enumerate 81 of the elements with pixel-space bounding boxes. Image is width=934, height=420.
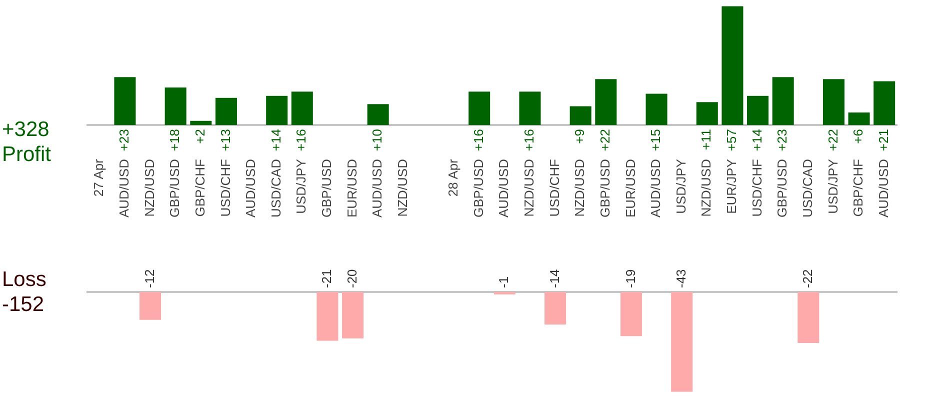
data-label: -43 bbox=[673, 269, 688, 288]
x-tick-label: GBP/USD bbox=[470, 159, 486, 218]
bar bbox=[266, 96, 288, 125]
data-label: +21 bbox=[876, 129, 891, 152]
data-label: -19 bbox=[622, 269, 638, 288]
x-tick-label: GBP/USD bbox=[597, 159, 612, 218]
bar bbox=[772, 77, 794, 125]
x-tick-label: NZD/USD bbox=[142, 159, 157, 217]
x-tick-label: USD/CAD bbox=[268, 159, 284, 218]
x-tick-label: AUD/USD bbox=[243, 159, 258, 218]
data-label: -1 bbox=[496, 276, 512, 288]
x-tick-label: USD/CHF bbox=[749, 158, 764, 217]
data-label: -21 bbox=[319, 269, 334, 288]
x-tick-label: USD/CAD bbox=[800, 159, 815, 218]
data-label: +13 bbox=[218, 129, 233, 152]
bar bbox=[190, 120, 212, 125]
data-label: -22 bbox=[800, 269, 815, 288]
x-tick-label: AUD/USD bbox=[116, 159, 132, 218]
x-tick-label: AUD/USD bbox=[496, 159, 512, 218]
text: Loss bbox=[2, 268, 46, 292]
x-tick-label: AUD/USD bbox=[370, 159, 385, 218]
data-label: +14 bbox=[749, 129, 764, 152]
text: +328 bbox=[2, 118, 50, 142]
text: -152 bbox=[2, 293, 44, 317]
data-label: -14 bbox=[546, 269, 562, 288]
data-label: +9 bbox=[572, 129, 588, 144]
x-tick-label: USD/CHF bbox=[218, 158, 233, 217]
data-label: +23 bbox=[116, 129, 132, 152]
x-tick-label: GBP/USD bbox=[774, 159, 790, 218]
bar bbox=[747, 96, 769, 125]
bar bbox=[519, 92, 541, 125]
x-tick-label: USD/JPY bbox=[673, 158, 688, 214]
data-label: +10 bbox=[370, 129, 385, 152]
x-tick-label: 28 Apr bbox=[446, 158, 461, 197]
x-tick-label: NZD/USD bbox=[394, 159, 410, 217]
bar bbox=[874, 81, 896, 125]
data-label: +6 bbox=[850, 129, 866, 144]
bar bbox=[848, 112, 870, 125]
data-label: +14 bbox=[268, 129, 284, 152]
x-tick-label: GBP/CHF bbox=[850, 158, 866, 217]
bar bbox=[722, 6, 744, 125]
x-tick-label: EUR/JPY bbox=[724, 158, 740, 214]
text: Profit bbox=[2, 143, 52, 167]
data-label: +16 bbox=[294, 129, 309, 152]
bar bbox=[570, 106, 592, 125]
x-tick-label: GBP/USD bbox=[167, 159, 182, 218]
x-tick-label: EUR/USD bbox=[344, 159, 360, 218]
bar bbox=[215, 98, 237, 125]
bar bbox=[164, 88, 186, 125]
data-label: -20 bbox=[344, 269, 360, 288]
data-label: +16 bbox=[522, 129, 537, 152]
x-tick-label: NZD/USD bbox=[522, 159, 537, 217]
data-label: +22 bbox=[597, 129, 612, 152]
bar bbox=[646, 94, 668, 125]
x-tick-label: NZD/USD bbox=[698, 159, 714, 217]
data-label: +11 bbox=[698, 129, 714, 150]
bar bbox=[822, 79, 844, 125]
data-label: -12 bbox=[142, 269, 157, 288]
bar bbox=[468, 92, 490, 125]
x-tick-label: EUR/USD bbox=[622, 159, 638, 218]
x-tick-label: GBP/USD bbox=[319, 159, 334, 218]
x-tick-label: AUD/USD bbox=[648, 159, 664, 218]
data-label: +23 bbox=[774, 129, 790, 152]
data-label: +57 bbox=[724, 129, 740, 152]
x-tick-label: USD/JPY bbox=[294, 158, 309, 214]
x-tick-label: AUD/USD bbox=[876, 159, 891, 218]
bar bbox=[291, 92, 313, 125]
x-tick-label: 27 Apr bbox=[91, 158, 106, 197]
data-label: +16 bbox=[470, 129, 486, 152]
x-tick-label: GBP/CHF bbox=[192, 158, 208, 217]
data-label: +15 bbox=[648, 129, 664, 152]
data-label: +18 bbox=[167, 129, 182, 152]
x-tick-label: USD/JPY bbox=[825, 158, 840, 214]
x-tick-label: USD/CHF bbox=[546, 158, 562, 217]
bar bbox=[367, 104, 389, 125]
bar bbox=[696, 102, 718, 125]
bar bbox=[114, 77, 136, 125]
data-label: +2 bbox=[192, 129, 208, 144]
data-label: +22 bbox=[825, 129, 840, 152]
x-tick-label: NZD/USD bbox=[572, 159, 588, 217]
bar bbox=[595, 79, 617, 125]
